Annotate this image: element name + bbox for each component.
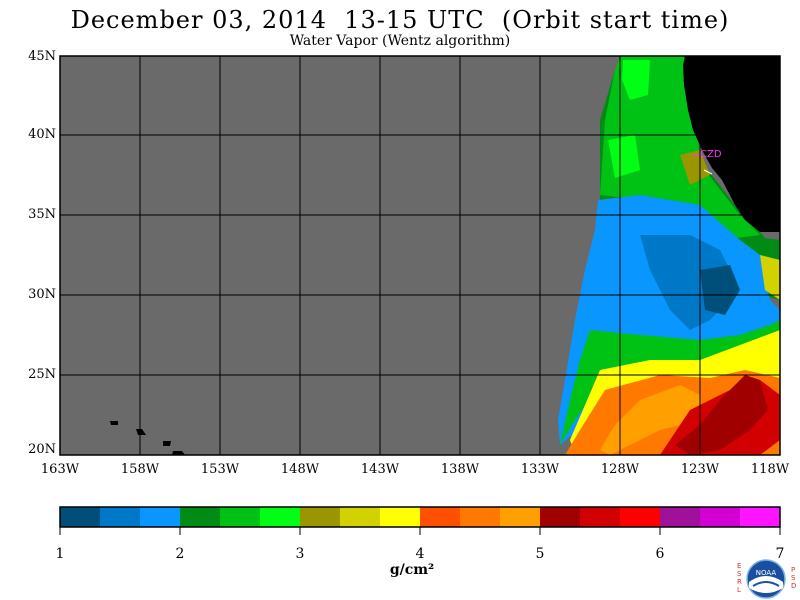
land-edge-gray xyxy=(760,232,780,240)
colorbar-tick-6: 6 xyxy=(655,546,665,562)
swath-green xyxy=(600,56,760,240)
logo-letter: E xyxy=(737,562,742,570)
colorbar xyxy=(59,506,781,535)
colorbar-swatch xyxy=(260,507,301,527)
station-marker: CZD xyxy=(693,149,722,175)
land-north-america xyxy=(683,56,780,232)
lon-label-153w: 153W xyxy=(200,462,240,477)
hawaii-kauai xyxy=(110,421,118,425)
lat-label-20n: 20N xyxy=(28,442,56,457)
logo-letter: P xyxy=(791,566,796,574)
colorbar-tick-1: 1 xyxy=(55,546,65,562)
logo-right-letters: P S D xyxy=(791,566,796,590)
lon-label-133w: 133W xyxy=(520,462,560,477)
swath-olive xyxy=(680,150,710,185)
swath-yellow-band xyxy=(570,330,780,455)
lat-label-40n: 40N xyxy=(28,127,56,142)
map-frame xyxy=(59,55,781,456)
lon-label-123w: 123W xyxy=(680,462,720,477)
colorbar-swatch xyxy=(540,507,581,527)
colorbar-swatch xyxy=(140,507,181,527)
map-grid xyxy=(60,56,780,455)
swath-yellow-edge xyxy=(760,255,780,300)
swath-orange-light xyxy=(600,385,700,455)
lon-label-128w: 128W xyxy=(600,462,640,477)
page-subtitle: Water Vapor (Wentz algorithm) xyxy=(289,33,511,49)
swath-bright-green-b xyxy=(608,135,640,178)
logo-letter: S xyxy=(737,570,742,578)
noaa-icon: NOAA xyxy=(746,559,786,599)
colorbar-swatch xyxy=(60,507,101,527)
colorbar-swatch xyxy=(380,507,421,527)
lat-label-30n: 30N xyxy=(28,287,56,302)
noaa-esrl-psd-logo: E S R L NOAA P S D xyxy=(733,558,799,600)
logo-letter: S xyxy=(791,574,796,582)
swath-navy xyxy=(700,265,740,315)
colorbar-swatch xyxy=(340,507,381,527)
lon-label-118w: 118W xyxy=(750,462,790,477)
colorbar-swatch xyxy=(500,507,541,527)
lat-label-25n: 25N xyxy=(28,367,56,382)
colorbar-tick-7: 7 xyxy=(775,546,785,562)
colorbar-swatch xyxy=(580,507,621,527)
logo-letter: R xyxy=(737,578,742,586)
lon-label-138w: 138W xyxy=(440,462,480,477)
colorbar-tick-3: 3 xyxy=(295,546,305,562)
lon-label-148w: 148W xyxy=(280,462,320,477)
logo-left-letters: E S R L xyxy=(737,562,742,594)
colorbar-swatch xyxy=(740,507,781,527)
swath-dark-red xyxy=(675,375,768,455)
colorbar-swatch xyxy=(700,507,741,527)
lat-label-35n: 35N xyxy=(28,207,56,222)
logo-letter: D xyxy=(791,582,797,590)
colorbar-swatch xyxy=(660,507,701,527)
colorbar-swatch xyxy=(300,507,341,527)
colorbar-tick-2: 2 xyxy=(175,546,185,562)
station-label: CZD xyxy=(700,149,722,160)
colorbar-swatch xyxy=(220,507,261,527)
hawaii-maui xyxy=(163,441,171,446)
hawaii-big-island xyxy=(172,451,185,455)
colorbar-swatch xyxy=(420,507,461,527)
logo-text: NOAA xyxy=(756,569,777,577)
colorbar-tick-4: 4 xyxy=(415,546,425,562)
lon-label-143w: 143W xyxy=(360,462,400,477)
colorbar-swatch xyxy=(180,507,221,527)
colorbar-tick-5: 5 xyxy=(535,546,545,562)
lon-label-158w: 158W xyxy=(120,462,160,477)
logo-letter: L xyxy=(737,586,741,594)
colorbar-swatch xyxy=(100,507,141,527)
swath-blue xyxy=(558,195,780,445)
page-title: December 03, 2014 13-15 UTC (Orbit start… xyxy=(70,6,730,34)
lat-label-45n: 45N xyxy=(28,49,56,64)
colorbar-swatch xyxy=(460,507,501,527)
colorbar-units: g/cm² xyxy=(389,562,435,578)
lon-label-163w: 163W xyxy=(40,462,80,477)
hawaii-oahu xyxy=(136,429,146,435)
swath-bright-green-a xyxy=(622,60,650,100)
colorbar-swatch xyxy=(620,507,661,527)
